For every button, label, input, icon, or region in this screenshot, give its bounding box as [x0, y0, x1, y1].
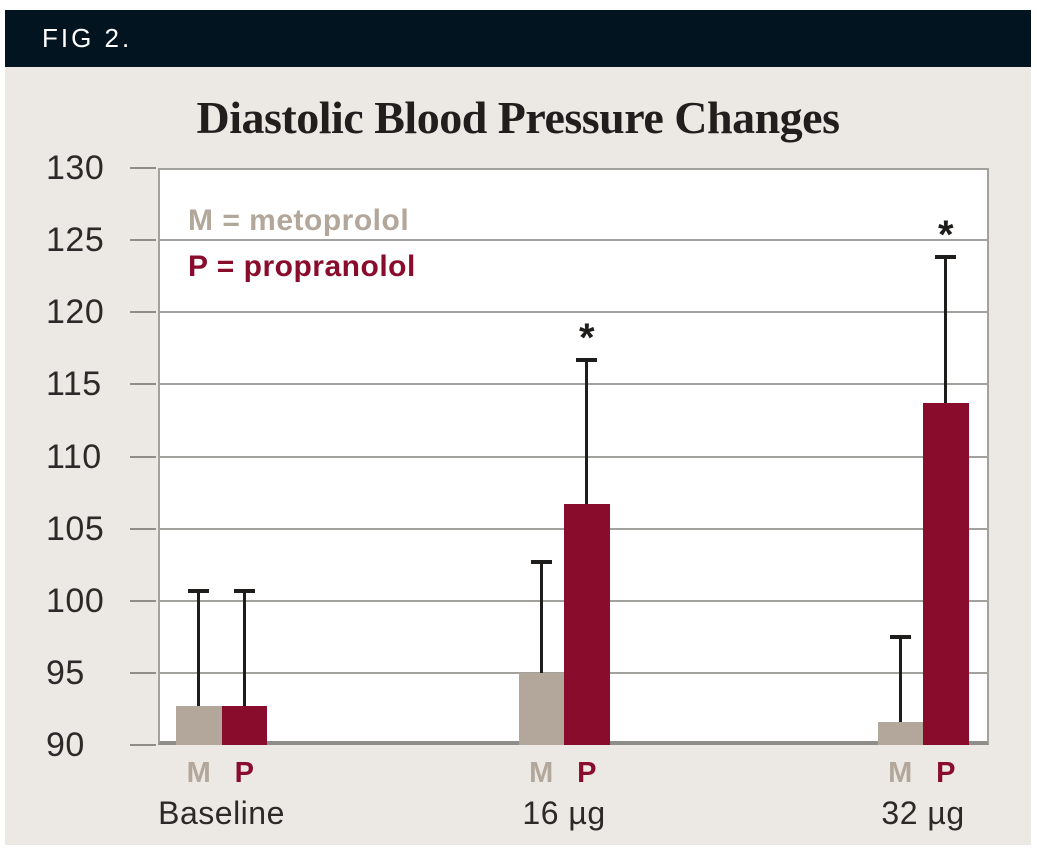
legend: M = metoprolol P = propranolol: [188, 198, 416, 290]
y-tick-label-125: 125: [46, 221, 105, 260]
error-bar-cap-P-1: [576, 357, 598, 362]
y-tick-label-100: 100: [46, 581, 105, 620]
significance-asterisk-P-2: *: [937, 213, 954, 258]
chart-title: Diastolic Blood Pressure Changes: [196, 92, 840, 143]
gridline-110: [158, 455, 989, 458]
y-tick-label-120: 120: [46, 293, 105, 332]
y-tick-label-90: 90: [46, 726, 85, 764]
error-bar-cap-P-2: [935, 255, 957, 260]
category-label-0: Baseline: [158, 795, 285, 831]
figure-label: FIG 2.: [42, 23, 133, 53]
y-axis-tick-115: [130, 383, 156, 386]
gridline-125: [158, 239, 989, 242]
y-tick-label-95: 95: [46, 653, 85, 692]
error-bar-M-2: [898, 636, 902, 722]
y-axis-tick-100: [130, 599, 156, 602]
error-bar-M-1: [539, 561, 543, 673]
bar-label-M-0: M: [186, 757, 211, 789]
bar-P-0: [221, 706, 267, 745]
category-label-1: 16 µg: [522, 795, 606, 831]
y-axis-tick-95: [130, 671, 156, 674]
y-tick-label-130: 130: [46, 149, 105, 187]
plot-area: M = metoprolol P = propranolol 90 95 100 10…: [46, 151, 989, 829]
category-label-2: 32 µg: [881, 795, 965, 831]
bar-label-P-2: P: [936, 757, 956, 789]
bar-label-M-1: M: [529, 757, 554, 789]
gridline-115: [158, 383, 989, 386]
error-bar-P-1: [585, 359, 589, 505]
error-bar-cap-M-1: [530, 559, 552, 564]
y-tick-label-110: 110: [46, 437, 102, 476]
bar-P-1: [564, 504, 610, 745]
figure-panel: Diastolic Blood Pressure Changes M = met…: [5, 67, 1031, 845]
bar-P-2: [923, 403, 969, 745]
y-tick-label-105: 105: [46, 509, 105, 548]
y-axis-tick-105: [130, 527, 156, 530]
y-axis-tick-120: [130, 311, 156, 314]
bar-M-0: [176, 706, 222, 745]
bar-label-P-1: P: [577, 757, 597, 789]
y-axis-tick-110: [130, 455, 156, 458]
error-bar-cap-P-0: [233, 588, 255, 593]
error-bar-P-2: [944, 257, 948, 404]
plot-canvas: M = metoprolol P = propranolol 90 95 100 10…: [46, 151, 989, 829]
error-bar-cap-M-0: [188, 588, 210, 593]
legend-item-metoprolol: M = metoprolol: [188, 204, 410, 237]
bar-label-M-2: M: [888, 757, 913, 789]
legend-item-propranolol: P = propranolol: [188, 250, 416, 283]
bar-label-P-0: P: [234, 757, 254, 789]
gridline-120: [158, 311, 989, 314]
y-axis-tick-90: [130, 744, 156, 746]
bar-M-2: [877, 721, 923, 745]
error-bar-cap-M-2: [889, 634, 911, 639]
y-axis-tick-130: [130, 167, 156, 169]
significance-asterisk-P-1: *: [578, 315, 595, 360]
error-bar-P-0: [242, 590, 246, 707]
y-axis-tick-125: [130, 239, 156, 242]
bar-M-1: [518, 672, 564, 745]
figure-header: FIG 2.: [5, 10, 1031, 67]
error-bar-M-0: [197, 590, 201, 707]
y-tick-label-115: 115: [46, 365, 102, 404]
